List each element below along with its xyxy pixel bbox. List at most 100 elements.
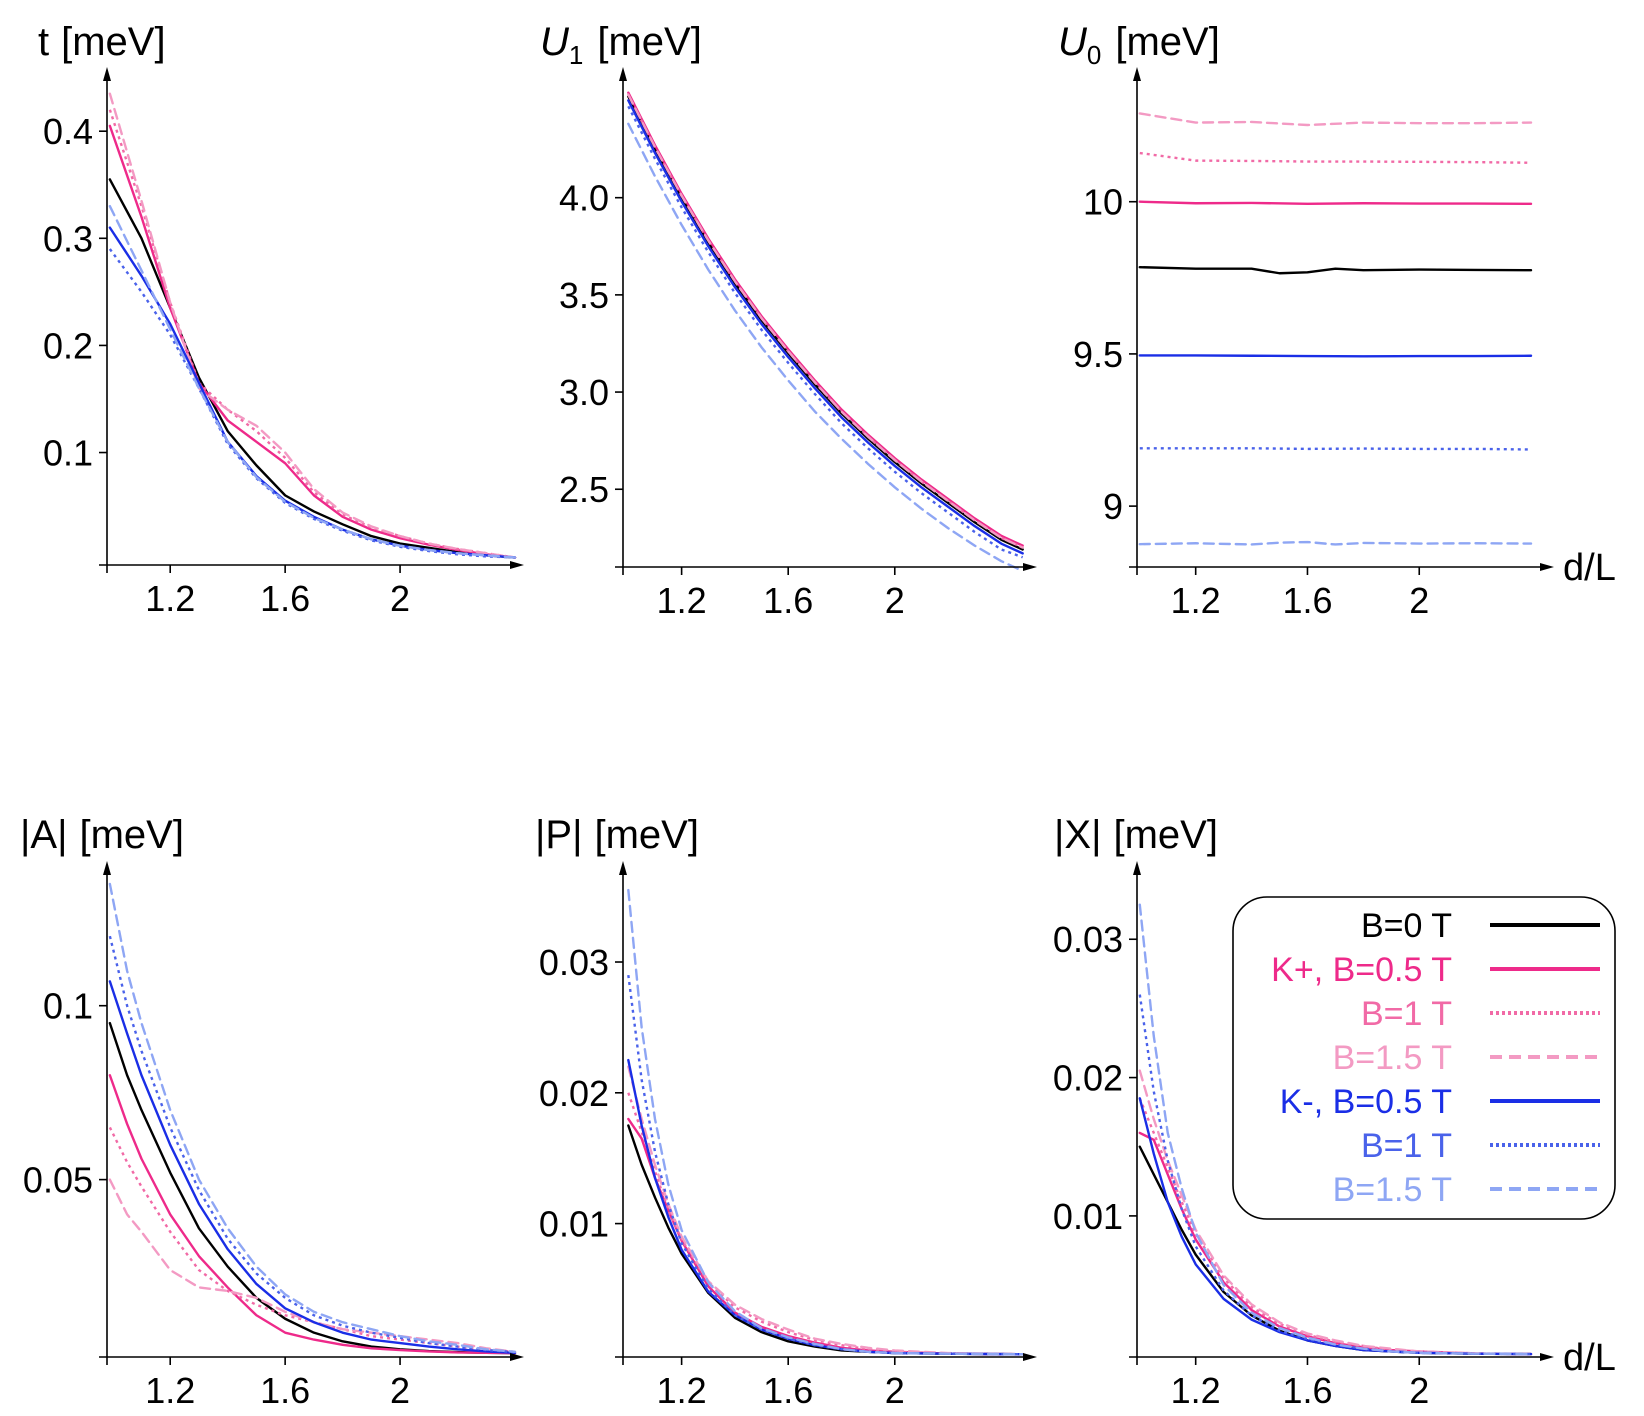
series-line-B0 [1138,265,1533,275]
panel-4: 1.2 1.6 2 0.05 0.1 |A| [meV] [20,813,524,1411]
legend-box [1232,896,1616,1220]
axes [1129,861,1554,1365]
x-tick-label: 1.2 [657,580,707,621]
series-line-Kp05 [108,124,517,559]
legend-label: B=0 T [1361,907,1452,945]
series-group [1138,112,1533,546]
series-line-Km05 [627,1058,1024,1356]
series-line-Km15 [108,204,517,559]
y-tick-label: 3.5 [559,275,609,316]
panel-6: 1.2 1.6 2 0.01 0.02 0.03 |X| [meV] d/L [1053,813,1616,1411]
series-line-Km05 [627,99,1024,555]
y-tick-label: 0.02 [1053,1058,1123,1099]
y-tick-label: 10 [1083,182,1123,223]
x-tick-label: 2 [885,1370,905,1411]
series-group [108,92,517,559]
panel-1: 1.2 1.6 2 0.1 0.2 0.3 0.4 t [meV] [38,20,524,619]
legend-label: B=1 T [1361,995,1452,1033]
axes [615,67,1037,575]
y-tick-label: 3.0 [559,372,609,413]
series-line-Kp1 [108,109,516,559]
panel-title: U1 [meV] [540,20,702,70]
series-group [627,91,1024,572]
series-line-Km15 [1138,903,1533,1356]
series-line-Kp15 [1138,1069,1533,1356]
series-line-Kp15 [627,93,1024,549]
x-tick-label: 1.2 [145,578,195,619]
y-tick-label: 2.5 [559,469,609,510]
x-tick-label: 1.6 [763,580,813,621]
y-tick-label: 0.1 [43,986,93,1027]
y-tick-label: 0.03 [539,942,609,983]
x-tick-label: 1.2 [1171,580,1221,621]
x-axis-arrow [510,561,524,569]
series-line-Km15 [627,888,1024,1356]
panel-5: 1.2 1.6 2 0.01 0.02 0.03 |P| [meV] [535,813,1037,1411]
series-group [1138,903,1533,1356]
axes [615,861,1037,1365]
x-tick-label: 2 [1409,580,1429,621]
series-line-Km1 [108,935,516,1354]
series-line-Kp15 [627,1065,1024,1356]
x-tick-label: 1.6 [763,1370,813,1411]
x-tick-label: 2 [390,1370,410,1411]
x-axis-arrow [1023,563,1037,571]
series-line-B0 [627,95,1024,551]
series-line-Km15 [108,882,517,1353]
series-line-Km05 [108,226,517,559]
y-axis-arrow [103,67,111,81]
legend-label: B=1.5 T [1333,1039,1452,1077]
x-tick-label: 1.6 [1282,580,1332,621]
series-line-Km1 [627,974,1023,1356]
series-line-Kp15 [108,1178,517,1353]
x-axis-arrow [510,1353,524,1361]
y-tick-label: 0.01 [539,1204,609,1245]
y-tick-label: 0.05 [23,1160,93,1201]
series-group [627,888,1024,1356]
series-line-Kp15 [108,92,517,559]
x-tick-label: 2 [885,580,905,621]
legend: B=0 T K+, B=0.5 T B=1 T B=1.5 T K-, B=0.5 T B… [1232,896,1616,1220]
panel-title: U0 [meV] [1058,20,1220,70]
series-line-Km1 [108,248,516,559]
series-line-Kp05 [108,1074,517,1355]
x-axis-arrow [1540,1353,1554,1361]
series-line-Kp1 [108,1126,516,1353]
x-axis-label: d/L [1563,547,1616,589]
y-tick-label: 9 [1103,486,1123,527]
panel-title: |A| [meV] [20,813,184,857]
panel-title: |P| [meV] [535,813,699,857]
series-group [108,882,517,1355]
y-axis-arrow [1133,861,1141,875]
series-line-Km15 [627,122,1024,572]
x-tick-label: 1.6 [260,1370,310,1411]
y-tick-label: 4.0 [559,178,609,219]
x-axis-arrow [1023,1353,1037,1361]
series-line-Kp05 [627,1117,1024,1356]
axes [99,67,524,573]
series-line-Km1 [627,105,1024,559]
panel-3: 1.2 1.6 2 9 9.5 10 U0 [meV] d/L [1058,20,1616,621]
panel-title: t [meV] [38,20,166,64]
legend-label: K+, B=0.5 T [1271,951,1452,989]
y-axis-arrow [103,861,111,875]
x-tick-label: 2 [1409,1370,1429,1411]
y-tick-label: 0.3 [43,218,93,259]
x-axis-arrow [1540,563,1554,571]
y-axis-arrow [619,861,627,875]
y-tick-label: 0.02 [539,1073,609,1114]
series-line-Km1 [1139,447,1532,451]
series-line-Kp05 [627,91,1024,547]
legend-label: K-, B=0.5 T [1280,1083,1452,1121]
x-tick-label: 1.2 [145,1370,195,1411]
y-tick-label: 0.2 [43,325,93,366]
series-line-Km05 [108,980,517,1355]
y-axis-arrow [1133,67,1141,81]
x-axis-label: d/L [1563,1337,1616,1379]
series-line-Kp1 [1139,151,1532,164]
panel-2: 1.2 1.6 2 2.5 3.0 3.5 4.0 U1 [meV] [540,20,1037,621]
axes [1129,67,1554,575]
series-line-B0 [108,1021,517,1355]
y-tick-label: 9.5 [1073,334,1123,375]
y-tick-label: 0.03 [1053,919,1123,960]
